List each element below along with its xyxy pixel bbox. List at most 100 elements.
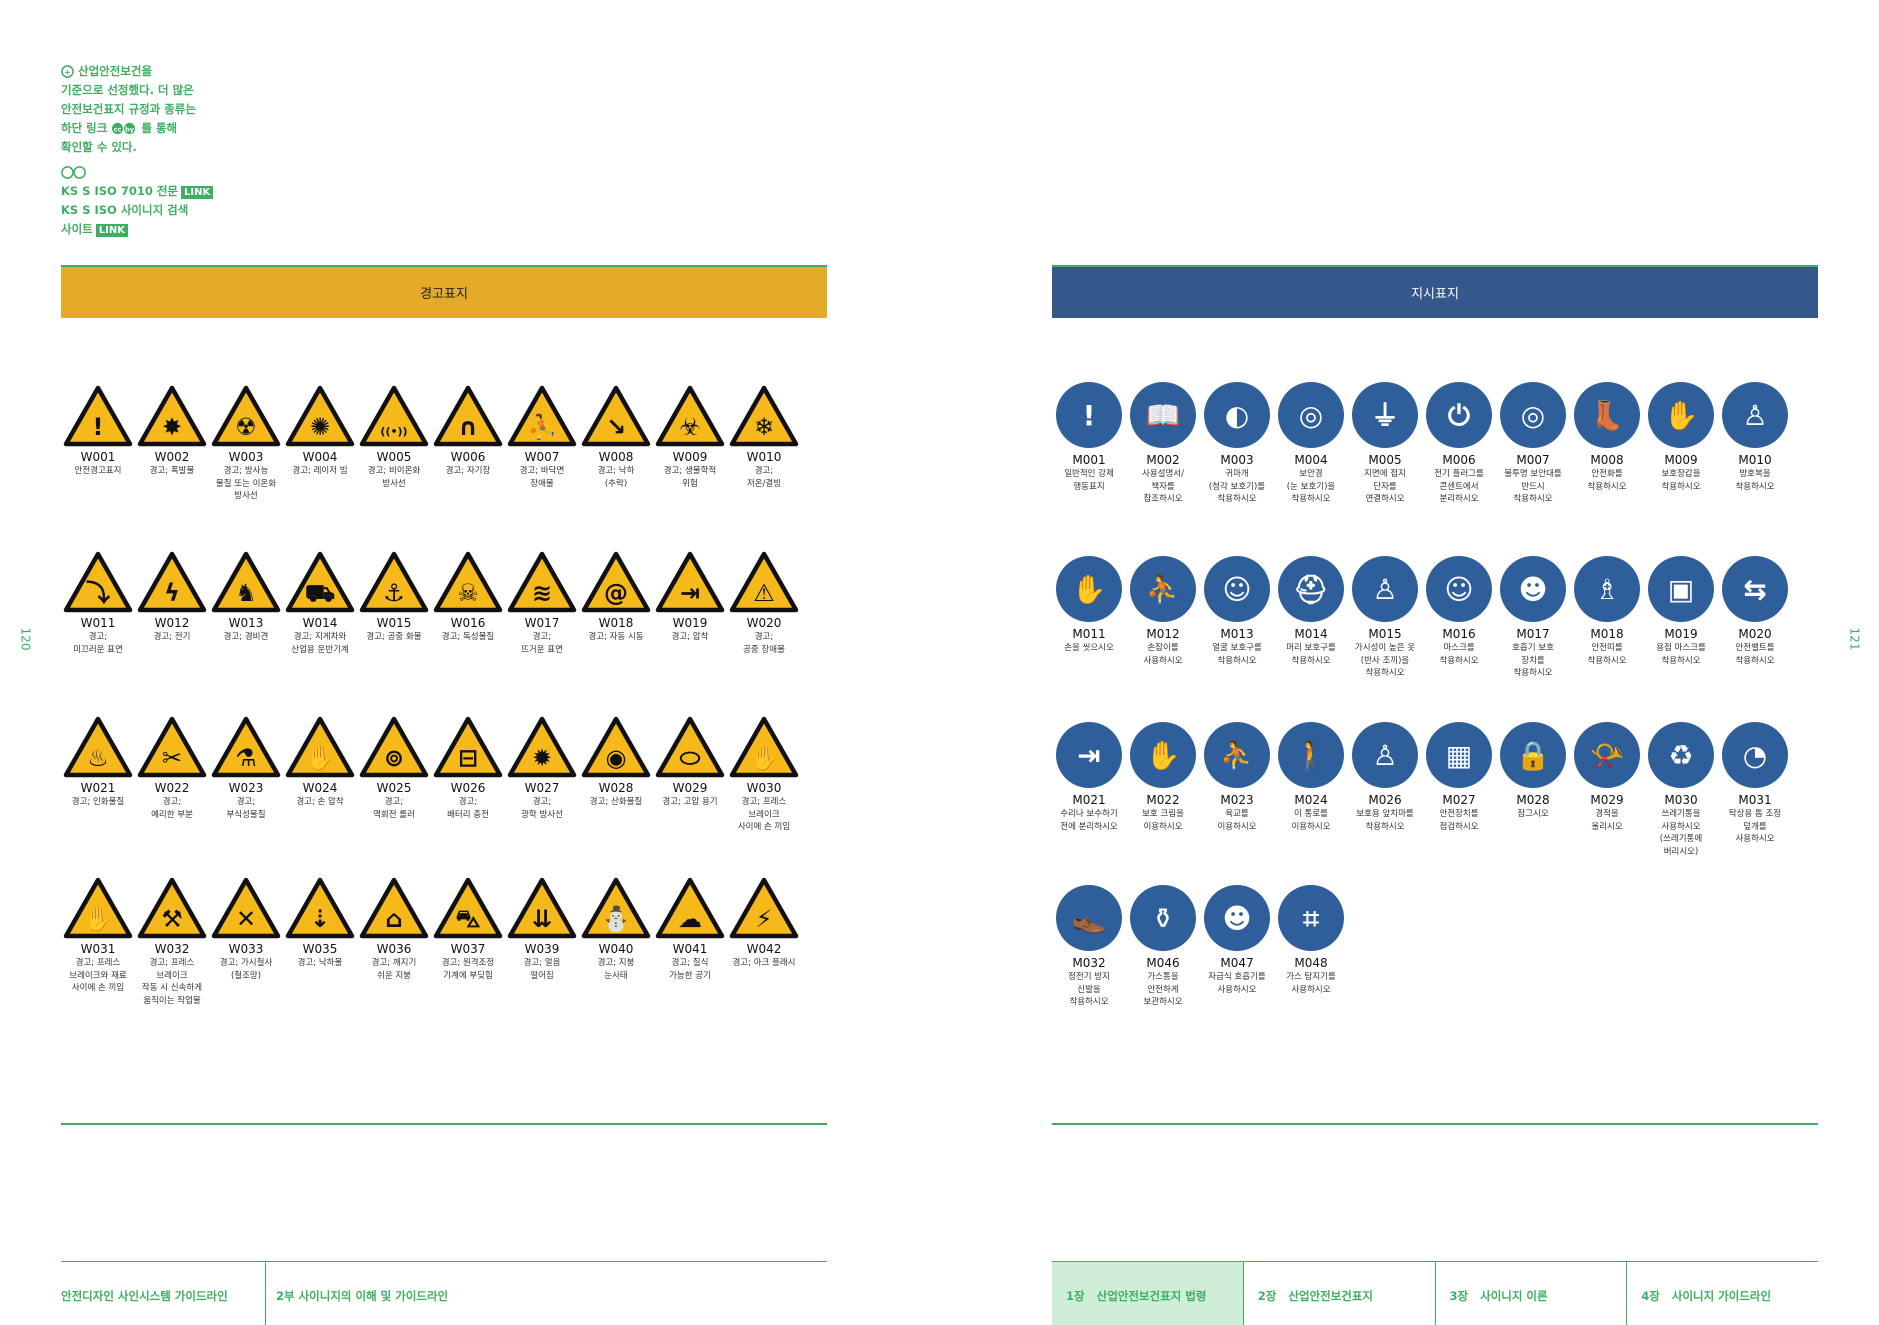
warning-pictogram: ⚡ (756, 905, 773, 933)
link-badge[interactable]: LINK (181, 186, 214, 199)
sign-code: W013 (228, 616, 264, 630)
warning-triangle-icon: ✺ (285, 385, 355, 447)
warning-sign-w016: ☠ W016 경고; 독성물질 (431, 551, 505, 656)
warning-pictogram: ✋ (305, 744, 335, 772)
sign-description: 안전벨트를 착용하시오 (1735, 643, 1775, 666)
warning-pictogram: ⚒ (161, 905, 183, 933)
right-divider (1052, 1123, 1818, 1125)
warning-pictogram: ≋ (532, 579, 552, 607)
sign-code: M018 (1590, 627, 1624, 641)
sign-code: W011 (80, 616, 116, 630)
sign-description: 지면에 접지 단자를 연결하시오 (1364, 469, 1406, 504)
sign-description: 일반적인 강제 행동표지 (1064, 469, 1114, 492)
mandatory-pictogram: ⏻ (1448, 399, 1470, 432)
footer-tab-chapter-3[interactable]: 3장 사이니지 이론 (1434, 1262, 1627, 1325)
warning-sign-w011: ⤵ W011 경고; 미끄러운 표면 (61, 551, 135, 656)
sign-description: 경고; 방사능 물질 또는 이온화 방사선 (215, 466, 277, 501)
cc-link-icon[interactable]: cc by (111, 122, 137, 135)
sign-code: M010 (1738, 453, 1772, 467)
sign-description: 잠그시오 (1517, 809, 1549, 819)
sign-description: 경고; 바닥면 장애물 (519, 466, 565, 489)
warning-pictogram: ⇥ (680, 579, 700, 607)
sign-code: M005 (1368, 453, 1402, 467)
warning-triangle-icon: ⚗ (211, 716, 281, 778)
warning-sign-w015: ⚓ W015 경고; 공중 화물 (357, 551, 431, 656)
warning-triangle-icon: ✂ (137, 716, 207, 778)
sign-code: W006 (450, 450, 486, 464)
sign-code: M015 (1368, 627, 1402, 641)
mandatory-circle-icon: ⏚ (1352, 382, 1418, 448)
sign-description: 정전기 방지 신발을 착용하시오 (1068, 972, 1110, 1007)
warning-sign-w004: ✺ W004 경고; 레이저 빔 (283, 385, 357, 503)
mandatory-sign-m032: 👞 M032 정전기 방지 신발을 착용하시오 (1052, 883, 1126, 1009)
footer-tab-chapter-2[interactable]: 2장 산업안전보건표지 (1242, 1262, 1435, 1325)
sign-description: 경고; 고압 용기 (662, 797, 718, 807)
warning-triangle-icon: @ (581, 551, 651, 613)
sign-description: 경고; 낙하 (추락) (597, 466, 635, 489)
sign-description: 가스통을 안전하게 보관하시오 (1143, 972, 1183, 1007)
sign-description: 경고; 지붕 눈사태 (597, 958, 635, 981)
footer-tab-chapter-1[interactable]: 1장 산업안전보건표지 법령 (1052, 1262, 1243, 1325)
sign-description: 안전띠를 착용하시오 (1587, 643, 1627, 666)
mandatory-sign-m046: ⚱ M046 가스통을 안전하게 보관하시오 (1126, 883, 1200, 1009)
mandatory-circle-icon: 👞 (1056, 885, 1122, 951)
sign-description: 손을 씻으시오 (1064, 643, 1114, 653)
mandatory-pictogram: 📯 (1590, 739, 1625, 772)
sign-code: M008 (1590, 453, 1624, 467)
mandatory-sign-m020: ⇆ M020 안전벨트를 착용하시오 (1718, 554, 1792, 680)
link-ks-iso-7010[interactable]: KS S ISO 7010 전문 LINK (61, 182, 231, 201)
warning-triangle-icon: ((•)) (359, 385, 429, 447)
warning-sign-w024: ✋ W024 경고; 손 압착 (283, 716, 357, 834)
warning-sign-w033: ✕ W033 경고; 가시철사 (철조망) (209, 877, 283, 1007)
sign-description: 전기 플러그를 콘센트에서 분리하시오 (1434, 469, 1484, 504)
warning-pictogram: ❄ (754, 413, 774, 441)
link-ks-iso-search[interactable]: KS S ISO 사이니지 검색 (61, 203, 189, 217)
sign-description: 수리나 보수하기 전에 분리하시오 (1060, 809, 1118, 832)
mandatory-sign-m031: ◔ M031 탁상용 톱 조정 덮개를 사용하시오 (1718, 720, 1792, 858)
warning-sign-w031: ✋ W031 경고; 프레스 브레이크와 재료 사이에 손 끼임 (61, 877, 135, 1007)
warning-pictogram: ↘ (606, 413, 626, 441)
warning-sign-w032: ⚒ W032 경고; 프레스 브레이크 작동 시 신속하게 움직이는 작업물 (135, 877, 209, 1007)
mandatory-circle-icon: 👢 (1574, 382, 1640, 448)
footer-tab-chapter-4[interactable]: 4장 사이니지 가이드라인 (1626, 1262, 1818, 1325)
sign-description: 머리 보호구를 착용하시오 (1286, 643, 1336, 666)
sign-code: M028 (1516, 793, 1550, 807)
mandatory-pictogram: ◔ (1743, 739, 1767, 772)
mandatory-circle-icon: ⏻ (1426, 382, 1492, 448)
mandatory-pictogram: ◐ (1225, 399, 1249, 432)
sign-description: 용접 마스크를 착용하시오 (1656, 643, 1706, 666)
warning-pictogram: ☁ (678, 905, 702, 933)
warning-pictogram: ((•)) (380, 425, 407, 438)
note-line-5: 확인할 수 있다. (61, 140, 137, 154)
warning-sign-w021: ♨ W021 경고; 인화물질 (61, 716, 135, 834)
mandatory-pictogram: ☺ (1444, 573, 1473, 606)
note-link-suffix: 를 통해 (141, 121, 178, 135)
mandatory-sign-m029: 📯 M029 경적을 울리시오 (1570, 720, 1644, 858)
sign-description: 경고; 지게차와 산업용 운반기계 (291, 632, 349, 655)
sign-description: 경고; 프레스 브레이크 사이에 손 끼임 (737, 797, 791, 832)
mandatory-sign-m024: 🚶 M024 이 통로를 이용하시오 (1274, 720, 1348, 858)
sign-code: M021 (1072, 793, 1106, 807)
cc-icon: + (61, 65, 74, 78)
mandatory-sign-m016: ☺ M016 마스크를 착용하시오 (1422, 554, 1496, 680)
warning-sign-w013: ♞ W013 경고; 경비견 (209, 551, 283, 656)
sign-description: 탁상용 톱 조정 덮개를 사용하시오 (1728, 809, 1782, 844)
sign-description: 경고; 가시철사 (철조망) (219, 958, 273, 981)
sign-code: W036 (376, 942, 412, 956)
warning-triangle-icon: ⤵ (63, 551, 133, 613)
sign-code: M046 (1146, 956, 1180, 970)
sign-code: W008 (598, 450, 634, 464)
footer-left: 안전디자인 사인시스템 가이드라인 2부 사이니지의 이해 및 가이드라인 (61, 1261, 827, 1325)
warning-sign-w012: ϟ W012 경고; 전기 (135, 551, 209, 656)
mandatory-circle-icon: ⇆ (1722, 556, 1788, 622)
sign-code: W003 (228, 450, 264, 464)
warning-triangle-icon: ⛄ (581, 877, 651, 939)
mandatory-sign-m018: ♗ M018 안전띠를 착용하시오 (1570, 554, 1644, 680)
mandatory-pictogram: ♙ (1372, 573, 1397, 606)
link-badge[interactable]: LINK (95, 224, 128, 237)
link-site[interactable]: 사이트 LINK (61, 220, 231, 239)
warning-sign-w029: ⬭ W029 경고; 고압 용기 (653, 716, 727, 834)
warning-header: 경고표지 (61, 265, 827, 318)
warning-sign-w023: ⚗ W023 경고; 부식성물질 (209, 716, 283, 834)
sign-code: M011 (1072, 627, 1106, 641)
